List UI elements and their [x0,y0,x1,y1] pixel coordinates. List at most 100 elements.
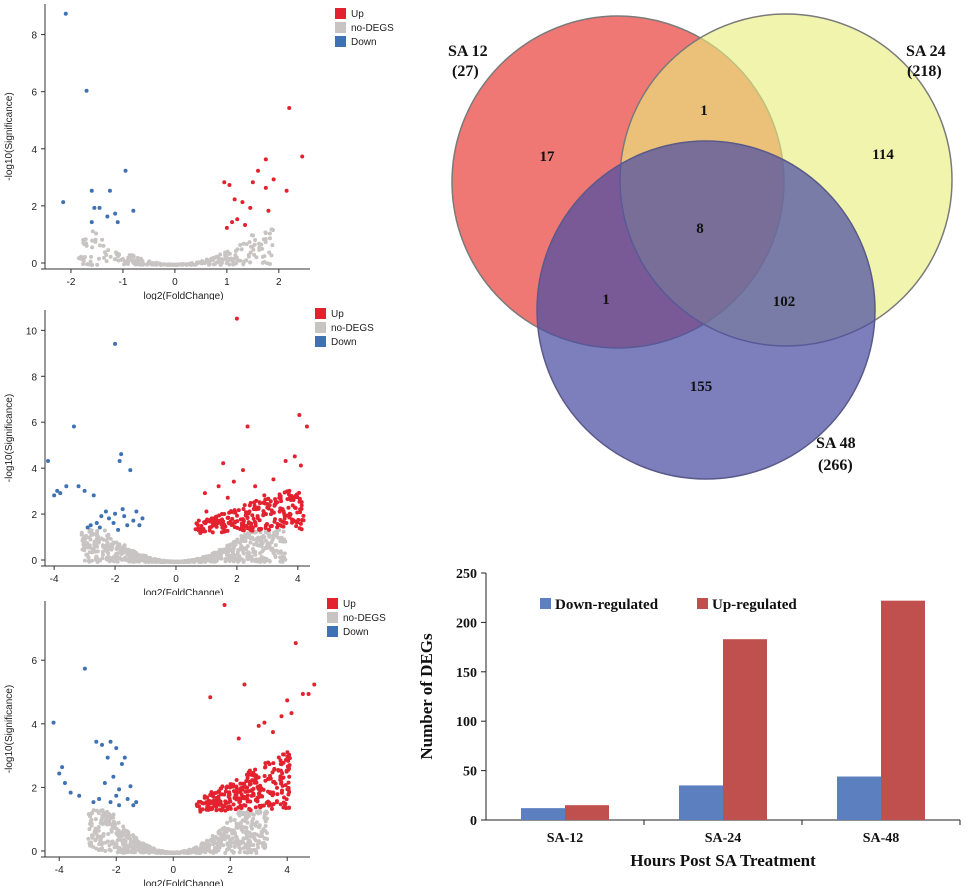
down-point [122,514,127,519]
no-deg-point [238,839,243,844]
up-point [295,520,300,525]
down-point [71,424,76,429]
no-deg-point [81,537,86,542]
no-deg-point [239,827,244,832]
up-point [241,521,246,526]
no-deg-point [253,238,258,243]
up-point [198,807,203,812]
no-deg-point [117,542,122,547]
down-point [99,742,104,747]
y-axis-label: -log10(Significance) [4,685,15,773]
no-deg-point [87,550,92,555]
up-point [233,807,238,812]
no-deg-point [100,816,105,821]
no-deg-point [238,847,243,852]
up-point [263,185,268,190]
up-point [275,792,280,797]
up-point [231,782,236,787]
no-deg-point [88,259,93,264]
x-tick-label: -2 [112,865,121,876]
no-deg-point [231,850,236,855]
no-deg-point [100,813,105,818]
no-deg-point [127,556,132,561]
down-point [102,781,107,786]
y-tick-label: 4 [31,145,37,156]
no-deg-point [246,254,251,259]
up-point [304,424,309,429]
no-deg-point [262,815,267,820]
no-deg-point [233,841,238,846]
no-deg-point [161,262,166,267]
up-point [278,518,283,523]
up-point [269,806,274,811]
y-tick-label: 4 [31,720,37,731]
up-point [253,797,258,802]
up-point [244,785,249,790]
no-deg-point [256,825,261,830]
up-point [202,491,207,496]
down-point [108,739,113,744]
up-point [216,484,221,489]
no-deg-point [280,539,285,544]
no-deg-point [263,819,268,824]
no-deg-point [241,836,246,841]
no-deg-point [132,261,137,266]
up-point [245,793,250,798]
no-deg-point [261,840,266,845]
no-deg-point [265,810,270,815]
no-deg-point [260,834,265,839]
no-deg-point [84,534,89,539]
no-deg-point [267,250,272,255]
bar-y-tick-label: 100 [456,715,477,730]
no-deg-point [229,256,234,261]
down-point [97,525,102,530]
up-point [264,522,269,527]
up-point [217,802,222,807]
up-point [292,495,297,500]
no-deg-point [248,840,253,845]
legend-swatch-no-degs [327,612,338,623]
no-deg-point [167,850,172,855]
up-point [281,805,286,810]
x-tick-label: 2 [227,865,233,876]
no-deg-point [205,845,210,850]
no-deg-point [247,240,252,245]
down-point [111,520,116,525]
up-point [198,799,203,804]
up-point [244,779,249,784]
x-tick-label: 2 [234,574,240,585]
no-deg-point [210,557,215,562]
no-deg-point [251,812,256,817]
no-deg-point [99,808,104,813]
venn-label-sa24: SA 24 [906,43,946,60]
no-deg-point [82,558,87,563]
no-deg-point [173,262,178,267]
no-deg-point [255,559,260,564]
no-deg-point [271,550,276,555]
up-point [214,808,219,813]
y-axis-label: -log10(Significance) [4,92,15,180]
up-point [284,188,289,193]
no-deg-point [216,841,221,846]
no-deg-point [237,850,242,855]
deg-bar-chart: 0 50 100 150 200 250 SA-12 SA-24 SA-48 Hours Post… [410,555,965,886]
no-deg-point [167,262,172,267]
no-deg-point [96,540,101,545]
up-point [285,750,290,755]
no-deg-point [105,839,110,844]
up-point [228,519,233,524]
up-point [262,773,267,778]
down-point [128,784,133,789]
up-point [207,801,212,806]
no-deg-point [129,850,134,855]
up-point [265,505,270,510]
up-point [194,521,199,526]
no-deg-point [249,823,254,828]
up-point [285,787,290,792]
no-deg-point [217,845,222,850]
no-deg-point [140,258,145,263]
up-point [301,518,306,523]
no-deg-point [260,829,265,834]
venn-region-12-48: 1 [602,292,610,308]
legend-label-up: Up [351,9,364,20]
